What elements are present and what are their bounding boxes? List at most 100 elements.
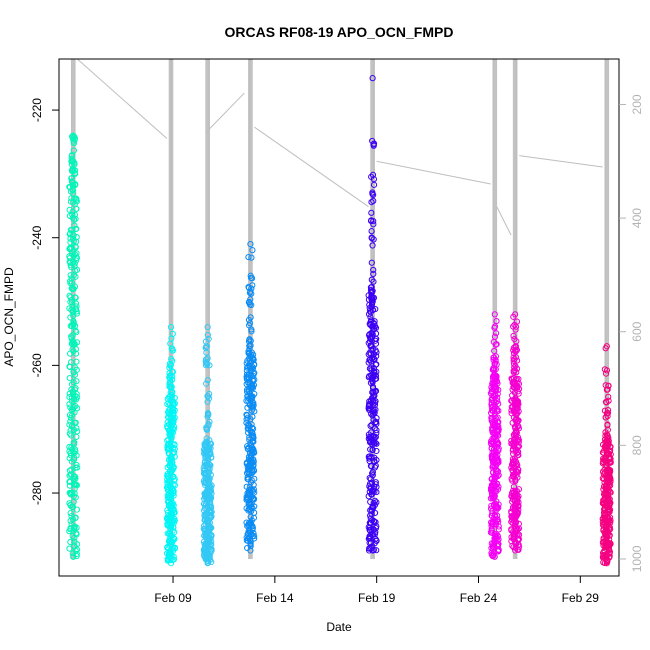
data-point (243, 470, 251, 477)
data-point (202, 532, 209, 539)
data-point (248, 274, 255, 281)
data-point (167, 378, 174, 385)
pressure-connector (519, 155, 603, 168)
data-point (607, 459, 614, 466)
data-point (369, 531, 376, 539)
data-point (243, 534, 250, 541)
data-point (243, 371, 251, 378)
data-point (489, 386, 496, 393)
data-point (247, 314, 254, 321)
data-point (66, 401, 73, 408)
data-point (204, 355, 211, 362)
data-point (490, 366, 497, 373)
data-point (365, 311, 373, 318)
data-point (243, 386, 251, 393)
data-point (367, 343, 374, 350)
data-point (366, 307, 374, 314)
data-point (512, 347, 519, 354)
flight-points (365, 75, 380, 554)
data-point (601, 522, 608, 529)
data-points-layer (66, 75, 614, 567)
data-point (602, 455, 609, 462)
data-point (607, 519, 614, 527)
data-point (164, 483, 172, 491)
data-point (71, 251, 79, 258)
data-point (204, 519, 211, 526)
data-point (366, 524, 374, 531)
data-point (247, 519, 254, 526)
data-point (72, 385, 79, 392)
data-point (165, 449, 172, 457)
y2-tick-label: 600 (630, 321, 644, 341)
data-point (167, 362, 174, 369)
data-point (512, 383, 520, 390)
data-point (70, 259, 77, 266)
data-point (72, 181, 79, 188)
data-point (204, 495, 212, 502)
data-point (73, 225, 80, 232)
data-point (74, 428, 81, 435)
data-point (68, 423, 75, 430)
data-point (73, 461, 80, 469)
data-point (513, 487, 521, 495)
y-tick-label: -220 (30, 98, 44, 122)
data-point (372, 479, 379, 486)
data-point (248, 328, 255, 335)
data-point (368, 301, 376, 308)
data-point (603, 343, 610, 350)
data-point (246, 322, 253, 329)
data-point (201, 543, 209, 550)
data-point (370, 326, 377, 333)
data-point (74, 464, 81, 471)
data-point (249, 434, 257, 441)
data-point (165, 552, 173, 559)
data-point (510, 533, 517, 540)
data-point (247, 547, 254, 554)
data-point (248, 459, 255, 466)
data-point (366, 453, 373, 460)
data-point (373, 427, 380, 434)
data-point (249, 488, 257, 495)
data-point (370, 191, 377, 199)
data-point (510, 354, 517, 361)
data-point (603, 560, 610, 567)
data-point (370, 197, 377, 205)
data-point (601, 366, 608, 373)
flight-points (243, 240, 258, 554)
data-point (70, 132, 77, 139)
data-point (67, 259, 74, 266)
data-point (72, 494, 79, 501)
flight-points (487, 311, 502, 560)
data-point (69, 284, 76, 291)
data-point (490, 374, 497, 382)
data-point (512, 490, 519, 498)
data-point (206, 449, 214, 457)
data-point (510, 483, 518, 490)
data-point (372, 481, 379, 488)
data-point (165, 407, 172, 414)
data-point (606, 467, 613, 474)
data-point (489, 388, 496, 395)
data-point (372, 347, 379, 354)
data-point (248, 301, 255, 309)
data-point (513, 318, 521, 325)
data-point (369, 75, 376, 82)
data-point (66, 350, 74, 357)
data-point (510, 360, 518, 367)
data-point (508, 508, 515, 515)
data-point (512, 398, 519, 406)
data-point (165, 545, 172, 552)
data-point (247, 427, 254, 435)
data-point (366, 301, 373, 308)
data-point (167, 469, 175, 476)
data-point (72, 403, 79, 410)
data-point (70, 368, 77, 376)
data-point (247, 372, 255, 379)
data-point (246, 533, 253, 541)
data-point (605, 516, 612, 523)
data-point (251, 376, 258, 383)
flight-points (599, 343, 614, 567)
data-point (165, 554, 172, 561)
data-point (604, 421, 611, 428)
data-point (67, 314, 74, 321)
